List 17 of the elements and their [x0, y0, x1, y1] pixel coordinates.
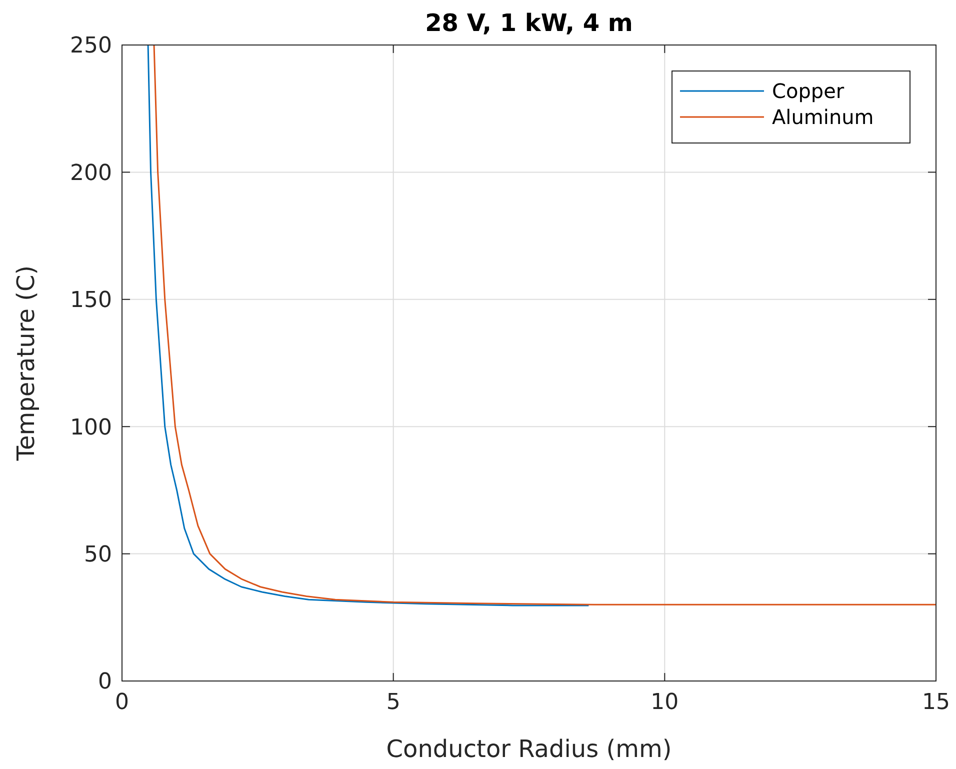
- x-axis-title: Conductor Radius (mm): [386, 735, 672, 763]
- line-series: [147, 45, 590, 606]
- x-tick-label: 5: [386, 690, 400, 715]
- y-tick-label: 0: [98, 670, 112, 695]
- y-tick-label: 200: [70, 160, 112, 186]
- x-tick-label: 15: [922, 690, 950, 715]
- x-tick-label: 10: [650, 690, 679, 715]
- y-tick-label: 50: [84, 542, 112, 568]
- y-tick-label: 250: [70, 34, 112, 59]
- legend-label: Copper: [772, 79, 845, 103]
- y-axis-title: Temperature (C): [12, 265, 40, 462]
- y-tick-label: 150: [70, 288, 112, 314]
- line-series: [153, 45, 936, 606]
- x-tick-label: 0: [115, 690, 129, 715]
- y-tick-label: 100: [70, 415, 112, 440]
- legend-label: Aluminum: [772, 105, 874, 129]
- chart-title: 28 V, 1 kW, 4 m: [425, 9, 633, 37]
